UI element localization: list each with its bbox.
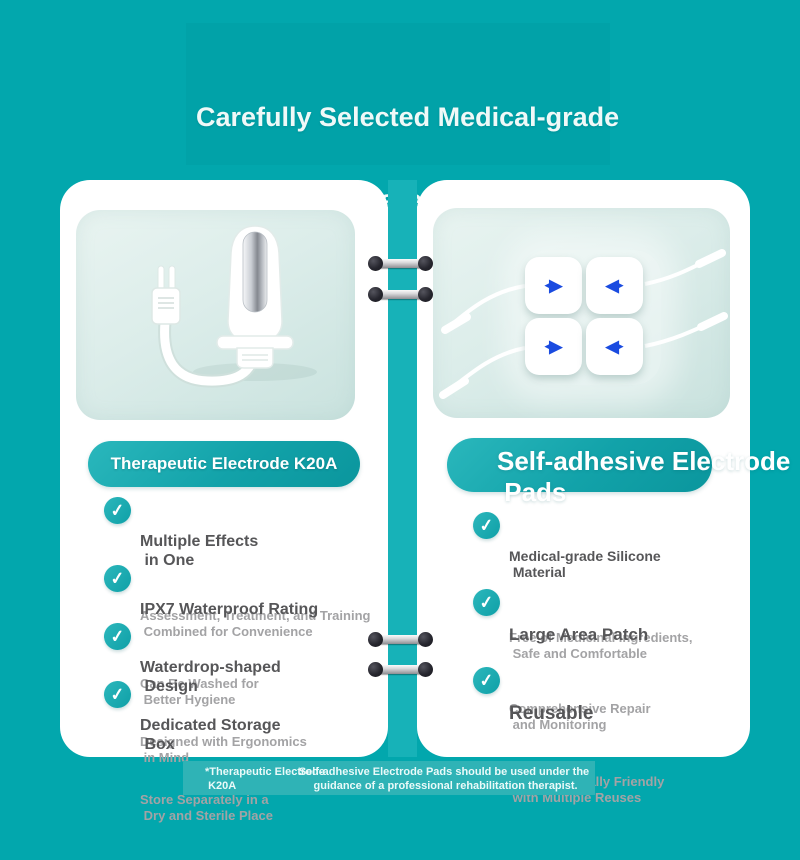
feature-item: ✓ Medical-grade Silicone Material Free o… (471, 510, 693, 697)
header-panel (186, 23, 610, 165)
footer-note-product: *Therapeutic Electrode K20A (205, 766, 325, 792)
left-product-title: Therapeutic Electrode K20A (110, 454, 338, 473)
binder-ring (368, 662, 433, 677)
check-icon: ✓ (471, 510, 502, 541)
feature-title: Large Area Patch (509, 625, 649, 644)
card-gap-stripe (388, 180, 417, 757)
check-icon: ✓ (102, 495, 133, 526)
feature-item: ✓ Waterdrop-shaped Design Designed with … (102, 621, 307, 802)
right-product-title-banner (447, 438, 712, 492)
brand-logo-icon: ◂ ▶ (544, 337, 563, 356)
left-product-card: Therapeutic Electrode K20A ✓ Multiple Ef… (60, 180, 388, 823)
footer-note-guidance: Self-adhesive Electrode Pads should be u… (298, 766, 590, 792)
feature-desc: Designed with Ergonomics in Mind (140, 734, 307, 766)
feature-title: Waterdrop-shaped Design (140, 659, 281, 695)
feature-title: Reusable (509, 703, 594, 724)
feature-desc: Can Be Washed for Better Hygiene (140, 675, 259, 707)
binder-ring (368, 287, 433, 302)
brand-logo-icon: ◀ ▸ (605, 276, 624, 295)
feature-desc: Free of Medicinal Ingredients, Safe and … (509, 629, 693, 661)
right-product-card: ◂ ▶ ◀ ▸ ◂ ▶ ◀ ▸ ✓ Medical-grade Silicone Mat… (417, 180, 750, 805)
feature-desc: Comprehensive Repair and Monitoring (509, 700, 651, 732)
electrode-pad: ◀ ▸ (586, 257, 643, 314)
check-icon: ✓ (471, 665, 502, 696)
electrode-pads-image: ◂ ▶ ◀ ▸ ◂ ▶ ◀ ▸ (433, 208, 730, 418)
brand-logo-icon: ◂ ▶ (544, 276, 563, 295)
product-infographic: Carefully Selected Medical-grade Materia… (60, 23, 791, 824)
feature-desc: Store Separately in a Dry and Sterile Pl… (140, 792, 273, 824)
check-icon: ✓ (102, 563, 133, 594)
feature-item: ✓ Multiple Effects in One Assessment, Tr… (102, 495, 371, 676)
electrode-pad: ◂ ▶ (525, 318, 582, 375)
check-icon: ✓ (102, 679, 133, 710)
brand-logo-icon: ◀ ▸ (605, 337, 624, 356)
pad-wires-illustration (439, 249, 728, 399)
check-icon: ✓ (471, 587, 502, 618)
feature-title: Dedicated Storage Box (140, 717, 281, 753)
feature-title: Medical-grade Silicone Material (509, 548, 661, 581)
right-product-title: Self-adhesive Electrode Pads (497, 446, 791, 507)
binder-ring (368, 256, 433, 271)
electrode-pad: ◂ ▶ (525, 257, 582, 314)
feature-title: Multiple Effects in One (140, 533, 259, 569)
therapeutic-electrode-image (76, 210, 355, 420)
feature-item: ✓ Large Area Patch Comprehensive Repair … (471, 587, 651, 769)
headline-line: Carefully Selected Medical-grade (196, 101, 620, 132)
left-product-title-banner: Therapeutic Electrode K20A (88, 441, 360, 487)
feature-desc: Assessment, Treatment, and Training Comb… (140, 608, 371, 640)
feature-item: ✓ IPX7 Waterproof Rating Can Be Washed f… (102, 563, 319, 743)
check-icon: ✓ (102, 621, 133, 652)
probe-device-illustration (151, 225, 317, 388)
electrode-pad: ◀ ▸ (586, 318, 643, 375)
footer-strip (183, 761, 595, 795)
binder-ring (368, 632, 433, 647)
feature-item: ✓ Reusable Environmentally Friendly with… (471, 665, 664, 842)
feature-title: IPX7 Waterproof Rating (140, 601, 319, 618)
